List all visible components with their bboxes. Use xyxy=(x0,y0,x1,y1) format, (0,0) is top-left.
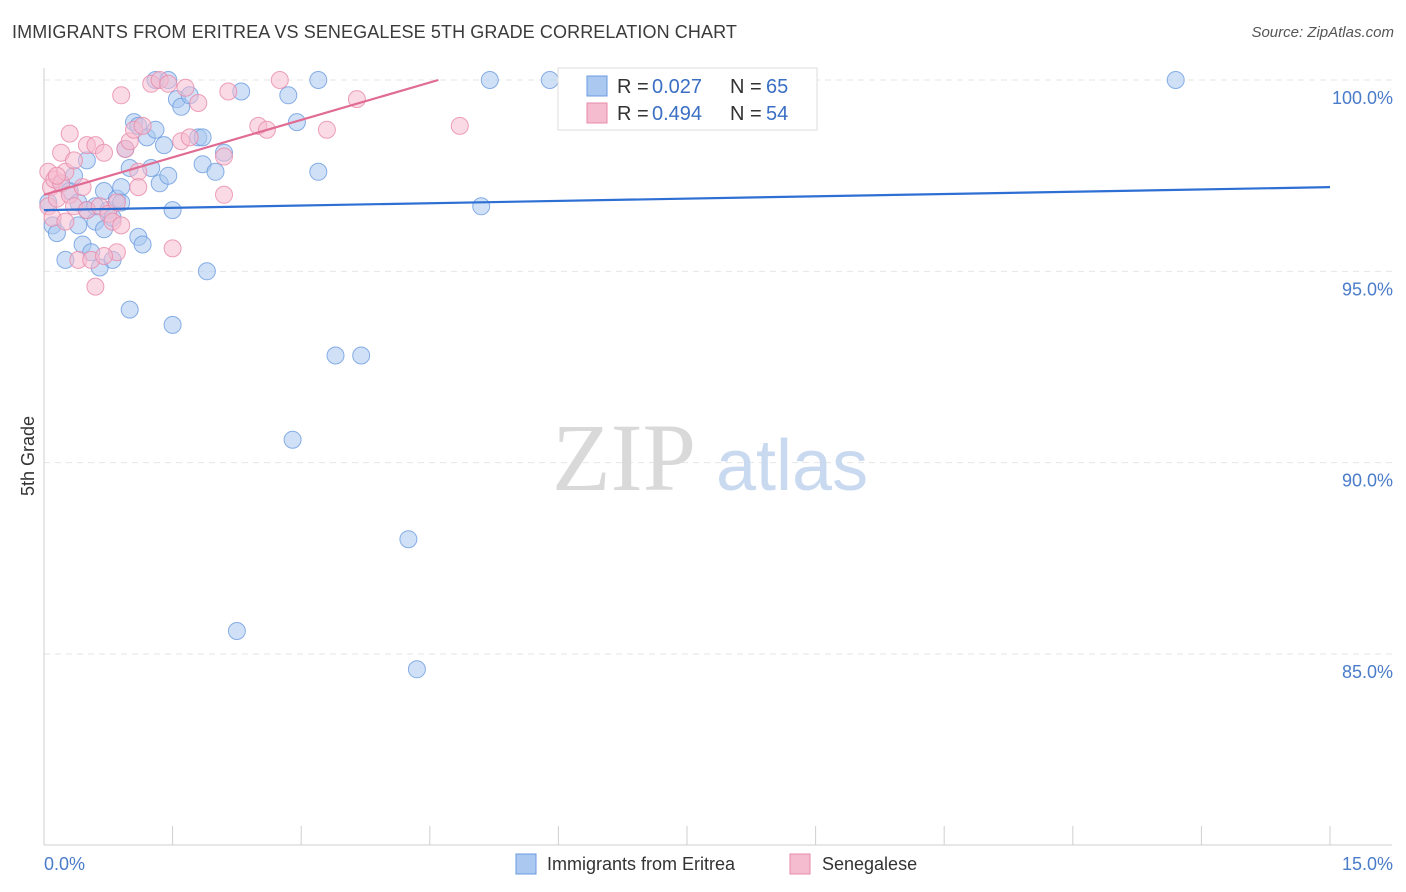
point-eritrea xyxy=(155,136,173,155)
point-senegalese xyxy=(163,239,182,258)
point-senegalese xyxy=(112,86,131,105)
point-eritrea xyxy=(279,86,298,105)
point-eritrea xyxy=(309,162,328,181)
y-tick-label: 85.0% xyxy=(1342,662,1393,682)
watermark-zip: ZIP xyxy=(552,404,696,511)
point-eritrea xyxy=(352,346,371,365)
point-eritrea xyxy=(283,430,302,449)
point-eritrea xyxy=(163,201,182,220)
legend-n-value-senegalese: 54 xyxy=(766,103,788,125)
trend-line-senegalese xyxy=(43,78,439,196)
point-senegalese xyxy=(107,193,126,212)
legend-r-value-senegalese: 0.494 xyxy=(652,103,702,125)
point-eritrea xyxy=(399,530,418,549)
legend-swatch-senegalese xyxy=(586,102,608,124)
point-senegalese xyxy=(450,116,469,135)
point-eritrea xyxy=(112,178,131,197)
legend-n-value-eritrea: 65 xyxy=(766,76,788,98)
point-senegalese xyxy=(270,71,289,89)
point-eritrea xyxy=(120,300,139,319)
point-senegalese xyxy=(133,116,152,135)
point-senegalese xyxy=(95,143,113,162)
bottom-legend-swatch-eritrea xyxy=(515,853,537,875)
point-senegalese xyxy=(56,212,75,231)
legend-r-value-eritrea: 0.027 xyxy=(652,76,702,98)
watermark: ZIP atlas xyxy=(552,404,868,511)
point-eritrea xyxy=(1166,71,1185,89)
point-eritrea xyxy=(472,197,491,216)
point-senegalese xyxy=(95,247,113,265)
grid-lines xyxy=(44,79,1392,655)
legend-n-label-eritrea: N = xyxy=(730,76,762,98)
point-senegalese xyxy=(159,74,178,93)
bottom-legend-swatch-senegalese xyxy=(789,853,811,875)
bottom-legend-label-senegalese: Senegalese xyxy=(822,854,917,874)
point-eritrea xyxy=(159,166,178,185)
bottom-legend-label-eritrea: Immigrants from Eritrea xyxy=(547,854,736,874)
legend-r-label-eritrea: R = xyxy=(617,76,649,98)
point-senegalese xyxy=(86,277,105,296)
y-tick-labels: 100.0% 95.0% 90.0% 85.0% xyxy=(1332,88,1393,682)
x-tick-label: 15.0% xyxy=(1342,854,1393,874)
trend-line-eritrea xyxy=(43,186,1331,212)
x-tick-labels: 0.0% 15.0% xyxy=(44,854,1393,874)
point-senegalese xyxy=(176,78,195,97)
point-senegalese xyxy=(65,151,83,170)
y-tick-label: 100.0% xyxy=(1332,88,1393,108)
point-eritrea xyxy=(326,346,345,365)
legend-n-label-senegalese: N = xyxy=(730,103,762,125)
point-senegalese xyxy=(112,216,131,235)
data-points xyxy=(39,71,1185,679)
point-eritrea xyxy=(480,71,499,89)
point-senegalese xyxy=(47,166,66,185)
x-tick-label: 0.0% xyxy=(44,854,85,874)
point-senegalese xyxy=(317,120,336,139)
watermark-atlas: atlas xyxy=(716,426,868,506)
chart-title: IMMIGRANTS FROM ERITREA VS SENEGALESE 5T… xyxy=(12,22,737,42)
bottom-legend: Immigrants from Eritrea Senegalese xyxy=(515,853,917,875)
source-credit: Source: ZipAtlas.com xyxy=(1251,24,1394,41)
point-eritrea xyxy=(540,71,559,89)
legend-r-label-senegalese: R = xyxy=(617,103,649,125)
point-senegalese xyxy=(215,147,233,166)
point-eritrea xyxy=(197,262,216,281)
legend-swatch-eritrea xyxy=(586,75,608,97)
point-eritrea xyxy=(227,622,246,640)
axes xyxy=(43,68,1392,846)
point-senegalese xyxy=(215,185,233,204)
point-senegalese xyxy=(60,124,79,143)
point-eritrea xyxy=(407,660,426,679)
point-eritrea xyxy=(309,71,328,89)
point-eritrea xyxy=(133,235,152,254)
point-senegalese xyxy=(189,94,208,112)
point-eritrea xyxy=(206,162,225,181)
trend-lines xyxy=(43,78,1331,212)
y-tick-label: 90.0% xyxy=(1342,471,1393,491)
point-senegalese xyxy=(219,82,238,101)
point-senegalese xyxy=(180,128,199,147)
y-axis-label: 5th Grade xyxy=(18,416,38,496)
point-eritrea xyxy=(163,315,182,334)
point-senegalese xyxy=(129,178,148,197)
y-tick-label: 95.0% xyxy=(1342,279,1393,299)
legend-box: R = 0.027 N = 65 R = 0.494 N = 54 xyxy=(557,67,818,131)
